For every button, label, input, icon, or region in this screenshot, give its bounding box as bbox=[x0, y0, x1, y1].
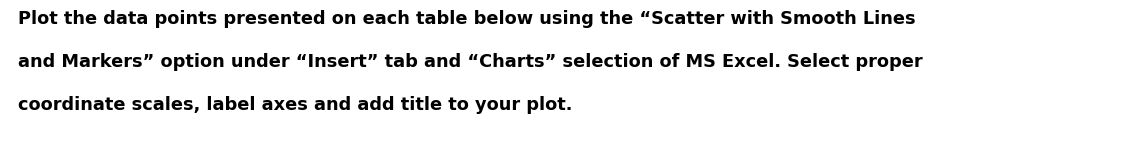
Text: Plot the data points presented on each table below using the “Scatter with Smoot: Plot the data points presented on each t… bbox=[18, 10, 916, 28]
Text: and Markers” option under “Insert” tab and “Charts” selection of MS Excel. Selec: and Markers” option under “Insert” tab a… bbox=[18, 53, 923, 71]
Text: coordinate scales, label axes and add title to your plot.: coordinate scales, label axes and add ti… bbox=[18, 96, 572, 114]
